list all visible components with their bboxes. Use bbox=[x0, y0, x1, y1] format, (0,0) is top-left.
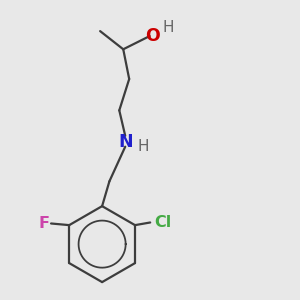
Text: H: H bbox=[162, 20, 174, 35]
Text: Cl: Cl bbox=[154, 215, 172, 230]
Text: N: N bbox=[118, 133, 133, 151]
Text: H: H bbox=[138, 139, 149, 154]
Text: F: F bbox=[38, 216, 49, 231]
Text: O: O bbox=[146, 27, 160, 45]
